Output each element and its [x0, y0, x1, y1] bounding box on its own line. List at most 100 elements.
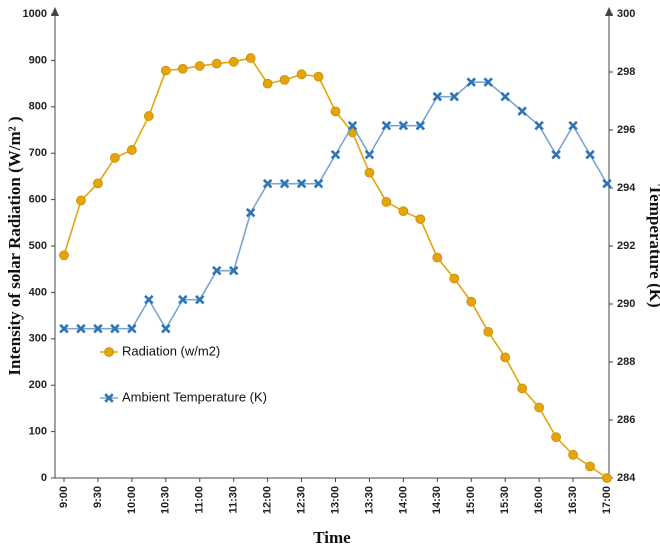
- data-point: [432, 252, 443, 263]
- data-point: [415, 120, 426, 131]
- legend-label: Radiation (w/m2): [122, 343, 220, 358]
- legend-marker: [104, 393, 114, 403]
- data-point: [93, 178, 103, 189]
- data-point: [483, 326, 494, 337]
- data-point: [449, 91, 460, 102]
- x-tick-label: 10:30: [160, 486, 172, 514]
- y2-tick-label: 298: [617, 66, 635, 78]
- data-point: [194, 61, 205, 71]
- data-point: [144, 294, 154, 305]
- y-axis-arrow: [51, 7, 59, 16]
- data-point: [466, 77, 476, 87]
- x-axis-title: Time: [313, 528, 351, 547]
- y2-tick-label: 288: [617, 356, 635, 368]
- data-point: [568, 120, 578, 131]
- data-point: [568, 449, 578, 460]
- x-tick-label: 9:30: [92, 486, 104, 508]
- x-tick-label: 13:30: [363, 486, 375, 514]
- data-point: [483, 77, 493, 87]
- x-tick-label: 17:00: [601, 486, 613, 514]
- y-tick-label: 1000: [23, 8, 47, 20]
- data-point: [364, 149, 375, 160]
- data-point: [381, 197, 392, 207]
- data-point: [381, 120, 392, 131]
- data-point: [296, 178, 307, 189]
- data-point: [585, 149, 595, 160]
- data-point: [364, 167, 375, 178]
- data-point: [161, 323, 171, 334]
- data-point: [398, 120, 409, 131]
- data-point: [500, 91, 510, 102]
- x-tick-label: 10:00: [126, 486, 138, 514]
- data-point: [59, 323, 69, 334]
- data-point: [313, 178, 324, 189]
- y-tick-label: 100: [29, 426, 47, 438]
- y-tick-label: 400: [29, 286, 47, 298]
- y-tick-label: 200: [29, 379, 47, 391]
- data-point: [330, 106, 341, 117]
- data-point: [160, 65, 171, 76]
- y2-axis-title: Temperature (K): [646, 184, 660, 307]
- data-point: [517, 106, 527, 116]
- data-point: [211, 265, 222, 276]
- x-tick-label: 13:00: [329, 486, 341, 514]
- legend-marker: [104, 347, 114, 357]
- y-tick-label: 900: [29, 54, 47, 66]
- data-point: [195, 294, 205, 305]
- data-point: [76, 195, 86, 206]
- y2-tick-label: 296: [617, 124, 635, 136]
- data-point: [415, 214, 426, 224]
- data-point: [110, 152, 120, 163]
- data-point: [330, 149, 341, 160]
- data-point: [262, 178, 273, 189]
- data-point: [245, 53, 256, 63]
- y2-tick-label: 290: [617, 298, 635, 310]
- x-tick-label: 9:00: [58, 486, 70, 508]
- data-point: [143, 111, 154, 121]
- data-point: [127, 323, 137, 334]
- y-tick-label: 300: [29, 333, 47, 345]
- data-point: [279, 74, 290, 85]
- data-point: [466, 296, 477, 307]
- data-point: [602, 178, 612, 189]
- series-line: [63, 57, 608, 479]
- data-point: [534, 402, 545, 413]
- x-tick-label: 14:00: [397, 486, 409, 514]
- data-point: [110, 323, 120, 334]
- data-point: [517, 383, 528, 394]
- data-point: [432, 91, 443, 102]
- y2-axis-arrow: [605, 7, 613, 16]
- data-point: [534, 120, 544, 131]
- data-point: [551, 432, 561, 443]
- data-point: [602, 473, 612, 483]
- data-point: [585, 461, 595, 472]
- data-point: [177, 63, 188, 74]
- x-tick-label: 15:00: [465, 486, 477, 514]
- x-tick-label: 11:30: [228, 486, 240, 514]
- y-tick-label: 700: [29, 147, 47, 159]
- x-tick-label: 16:00: [533, 486, 545, 514]
- data-point: [228, 265, 239, 276]
- data-point: [93, 323, 103, 334]
- data-point: [313, 71, 324, 82]
- x-tick-label: 11:00: [194, 486, 206, 514]
- data-point: [551, 149, 561, 160]
- data-point: [296, 69, 307, 80]
- data-point: [500, 352, 511, 363]
- y2-tick-label: 286: [617, 414, 635, 426]
- data-point: [449, 273, 460, 284]
- data-point: [178, 294, 188, 305]
- data-point: [398, 206, 409, 217]
- y2-tick-label: 292: [617, 240, 635, 252]
- legend-label: Ambient Temperature (K): [122, 389, 267, 404]
- data-point: [347, 120, 358, 131]
- x-tick-label: 15:30: [499, 486, 511, 514]
- y2-tick-label: 294: [617, 182, 636, 194]
- data-point: [59, 250, 69, 261]
- y-tick-label: 800: [29, 101, 47, 113]
- y2-tick-label: 300: [617, 8, 635, 20]
- y2-tick-label: 284: [617, 472, 636, 484]
- y-tick-label: 600: [29, 194, 47, 206]
- y-tick-label: 500: [29, 240, 47, 252]
- data-point: [211, 58, 222, 69]
